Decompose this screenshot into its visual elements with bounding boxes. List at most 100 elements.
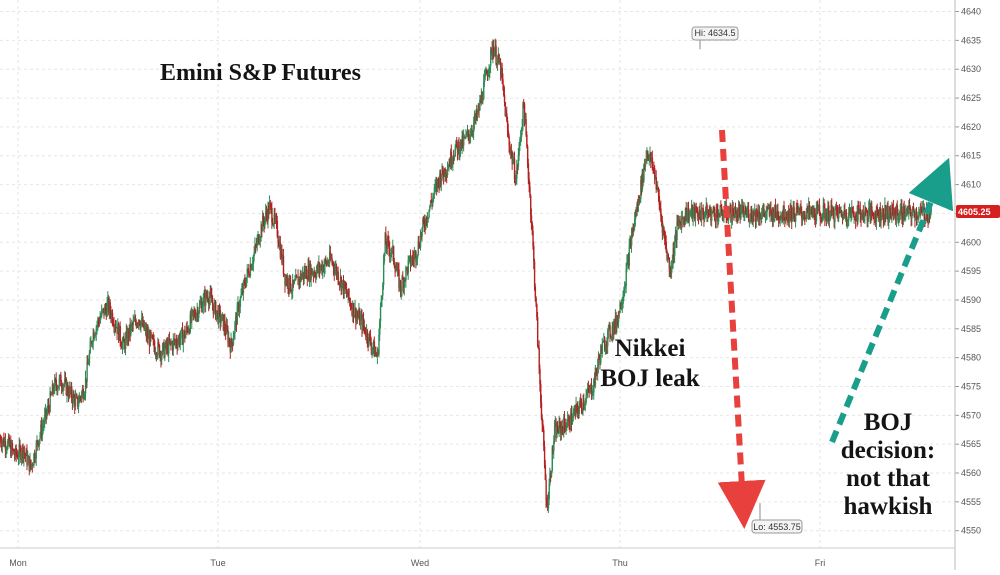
candle-body xyxy=(332,262,334,264)
candle-body xyxy=(149,331,151,347)
candle-body xyxy=(61,386,63,388)
candle-body xyxy=(785,216,788,219)
candle-body xyxy=(902,205,905,222)
candle-body xyxy=(365,333,367,338)
candle-body xyxy=(887,206,889,222)
candle-body xyxy=(389,248,391,256)
candle-body xyxy=(215,301,217,319)
candle-body xyxy=(852,211,855,217)
candle-body xyxy=(447,167,450,170)
candle-body xyxy=(465,133,467,138)
candle-body xyxy=(345,289,348,295)
candle-body xyxy=(530,195,532,216)
candle-body xyxy=(844,209,846,218)
candle-body xyxy=(81,392,83,399)
candle-body xyxy=(842,213,845,220)
candle-body xyxy=(413,254,416,260)
candle-body xyxy=(273,213,275,225)
candle-body xyxy=(482,99,484,101)
last-price-label: 4605.25 xyxy=(958,207,991,217)
candle-body xyxy=(664,231,666,240)
y-tick-label: 4555 xyxy=(961,497,981,507)
candle-body xyxy=(526,134,528,147)
candle-body xyxy=(753,210,755,216)
candle-body xyxy=(20,447,22,460)
candle-body xyxy=(244,280,246,285)
y-tick-label: 4575 xyxy=(961,381,981,391)
candle-body xyxy=(572,413,574,422)
candle-body xyxy=(566,426,568,428)
x-tick-label: Mon xyxy=(9,558,27,568)
candle-body xyxy=(408,257,410,261)
candle-body xyxy=(618,311,621,313)
candle-body xyxy=(642,169,644,181)
candle-body xyxy=(354,307,356,316)
candle-body xyxy=(421,227,423,237)
candle-body xyxy=(127,330,129,344)
candle-body xyxy=(580,402,583,409)
candle-body xyxy=(308,264,310,280)
candle-body xyxy=(301,275,303,280)
candle-body xyxy=(322,265,324,273)
candle-body xyxy=(810,207,812,210)
candle-body xyxy=(603,340,606,351)
candle-body xyxy=(813,208,815,214)
candle-body xyxy=(791,207,793,222)
candle-body xyxy=(851,207,853,213)
candle-body xyxy=(773,216,775,222)
candle-body xyxy=(290,290,292,293)
candle-body xyxy=(754,209,757,222)
candle-body xyxy=(575,404,577,415)
candle-body xyxy=(106,303,108,317)
candle-body xyxy=(34,453,36,460)
candle-body xyxy=(727,218,729,221)
candle-body xyxy=(593,379,595,393)
candle-body xyxy=(750,209,752,220)
candle-body xyxy=(562,428,564,435)
candle-body xyxy=(246,268,249,278)
candle-body xyxy=(567,416,570,420)
candle-body xyxy=(737,214,739,219)
candle-body xyxy=(57,387,59,392)
candle-body xyxy=(801,212,803,219)
candle-body xyxy=(565,427,567,431)
candle-body xyxy=(634,212,637,220)
candle-body xyxy=(54,378,56,392)
candle-body xyxy=(208,300,210,305)
candle-body xyxy=(632,224,634,236)
candle-body xyxy=(885,205,887,217)
candle-body xyxy=(214,301,216,304)
candle-body xyxy=(661,220,664,234)
candle-body xyxy=(527,163,530,180)
candle-body xyxy=(419,247,421,249)
candle-body xyxy=(445,174,447,176)
candle-body xyxy=(86,362,88,382)
candle-body xyxy=(70,386,72,392)
candle-body xyxy=(490,47,493,49)
candle-body xyxy=(541,418,543,425)
candle-body xyxy=(600,346,602,364)
candle-body xyxy=(265,211,268,215)
candle-body xyxy=(583,400,585,407)
candle-body xyxy=(623,293,625,297)
candle-body xyxy=(173,339,175,341)
candle-body xyxy=(261,225,263,232)
candle-body xyxy=(609,325,611,337)
candle-body xyxy=(204,293,206,306)
candle-body xyxy=(188,330,191,333)
candle-body xyxy=(3,437,5,446)
candle-body xyxy=(186,326,188,329)
candle-body xyxy=(407,260,409,274)
candle-body xyxy=(300,273,302,280)
candle-body xyxy=(865,209,867,211)
candle-body xyxy=(614,316,617,329)
candle-body xyxy=(205,292,208,298)
candle-body xyxy=(306,278,309,280)
candle-body xyxy=(871,212,874,214)
candle-body xyxy=(879,207,882,222)
candle-body xyxy=(405,267,407,281)
candle-body xyxy=(772,208,775,222)
candle-body xyxy=(2,437,4,442)
candle-body xyxy=(293,280,296,284)
